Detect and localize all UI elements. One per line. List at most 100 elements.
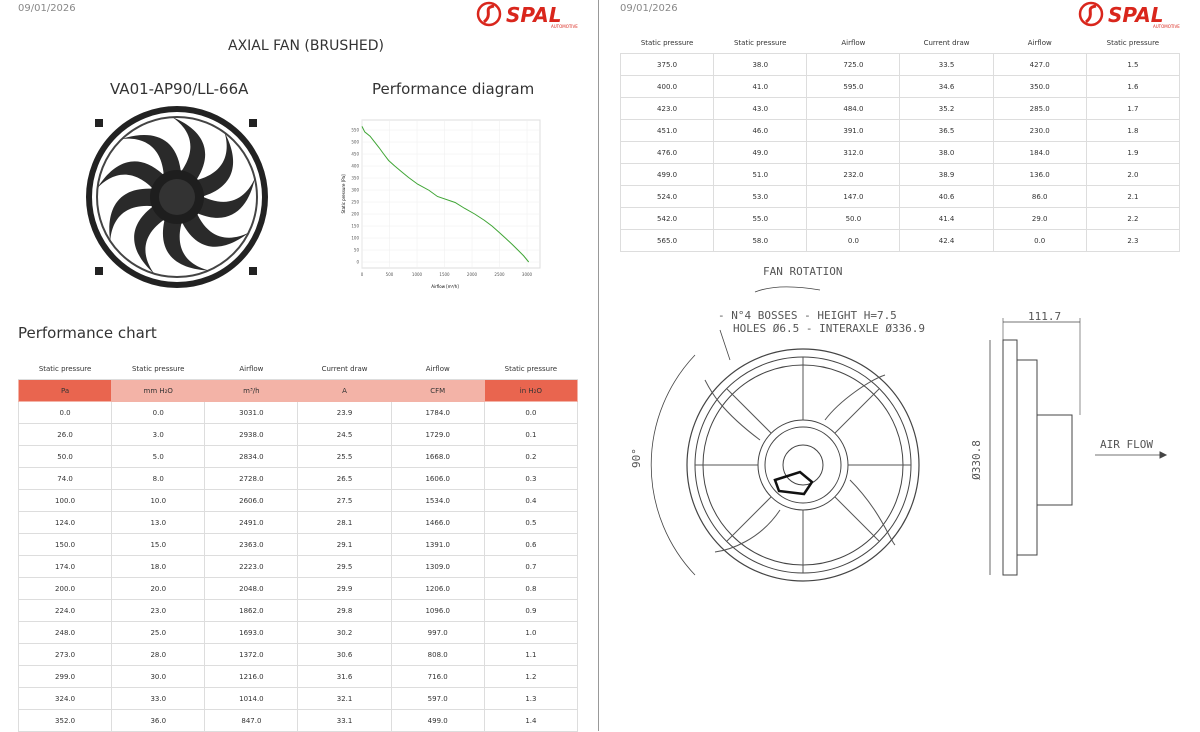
table-row: 499.0 51.0 232.0 38.9 136.0 2.0 [619, 163, 1181, 186]
cell: 38.9 [899, 163, 994, 186]
logo: SPAL AUTOMOTIVE SPAL AUTOMOTIVE [476, 1, 1180, 29]
drawing-label: Ø330.8 [970, 440, 983, 480]
x-tick-label: 1500 [439, 272, 450, 277]
cell: 8.0 [111, 467, 206, 490]
cell: 150.0 [17, 533, 113, 556]
cell: 41.0 [713, 75, 808, 98]
cell: 1391.0 [390, 533, 485, 556]
cell: 35.2 [899, 97, 994, 120]
cell: 5.0 [111, 445, 206, 468]
cell: 38.0 [899, 141, 994, 164]
cell: 542.0 [619, 207, 715, 230]
y-tick-label: 350 [351, 176, 359, 181]
cell: 27.5 [297, 489, 392, 512]
x-tick-label: 1000 [412, 272, 423, 277]
cell: 2363.0 [204, 533, 299, 556]
column-header: Static pressure [620, 32, 714, 54]
table-row: 451.0 46.0 391.0 36.5 230.0 1.8 [619, 119, 1181, 142]
unit: CFM [390, 379, 485, 402]
table-row: 324.0 33.0 1014.0 32.1 597.0 1.3 [17, 687, 579, 710]
cell: 147.0 [806, 185, 901, 208]
cell: 1.5 [1085, 53, 1181, 76]
cell: 324.0 [17, 687, 113, 710]
cell: 46.0 [713, 119, 808, 142]
cell: 31.6 [297, 665, 392, 688]
cell: 28.0 [111, 643, 206, 666]
x-tick-label: 0 [361, 272, 364, 277]
y-tick-label: 200 [351, 212, 359, 217]
table-row: 26.0 3.0 2938.0 24.5 1729.0 0.1 [17, 423, 579, 446]
cell: 28.1 [297, 511, 392, 534]
table-row: 352.0 36.0 847.0 33.1 499.0 1.4 [17, 709, 579, 732]
cell: 0.1 [483, 423, 579, 446]
cell: 74.0 [17, 467, 113, 490]
cell: 25.0 [111, 621, 206, 644]
tagline: AUTOMOTIVE [551, 24, 578, 29]
cell: 25.5 [297, 445, 392, 468]
units-row: Pa mm H₂O m³/h A CFM in H₂O [17, 379, 579, 402]
drawing-label: HOLES Ø6.5 - INTERAXLE Ø336.9 [733, 322, 925, 335]
y-tick-label: 150 [351, 224, 359, 229]
header-row: Static pressure Static pressure Airflow Cur… [620, 32, 1180, 54]
y-tick-label: 100 [351, 236, 359, 241]
cell: 100.0 [17, 489, 113, 512]
cell: 0.0 [17, 401, 113, 424]
cell: 1206.0 [390, 577, 485, 600]
cell: 49.0 [713, 141, 808, 164]
cell: 29.1 [297, 533, 392, 556]
date: 09/01/2026 [18, 3, 76, 14]
performance-curve [361, 126, 530, 263]
cell: 53.0 [713, 185, 808, 208]
table-row: 542.0 55.0 50.0 41.4 29.0 2.2 [619, 207, 1181, 230]
cell: 1606.0 [390, 467, 485, 490]
cell: 2.1 [1085, 185, 1181, 208]
cell: 50.0 [17, 445, 113, 468]
cell: 33.1 [297, 709, 392, 732]
unit: Pa [17, 379, 113, 402]
cell: 285.0 [992, 97, 1087, 120]
cell: 15.0 [111, 533, 206, 556]
cell: 30.2 [297, 621, 392, 644]
cell: 427.0 [992, 53, 1087, 76]
column-header: Static pressure [111, 358, 205, 380]
cell: 29.9 [297, 577, 392, 600]
cell: 248.0 [17, 621, 113, 644]
cell: 32.1 [297, 687, 392, 710]
cell: 42.4 [899, 229, 994, 252]
cell: 86.0 [992, 185, 1087, 208]
cell: 232.0 [806, 163, 901, 186]
date: 09/01/2026 [620, 3, 678, 14]
table-row: 423.0 43.0 484.0 35.2 285.0 1.7 [619, 97, 1181, 120]
cell: 2223.0 [204, 555, 299, 578]
cell: 1096.0 [390, 599, 485, 622]
cell: 400.0 [619, 75, 715, 98]
table-row: 375.0 38.0 725.0 33.5 427.0 1.5 [619, 53, 1181, 76]
x-tick-label: 500 [386, 272, 394, 277]
y-tick-label: 550 [351, 128, 359, 133]
table-row: 565.0 58.0 0.0 42.4 0.0 2.3 [619, 229, 1181, 252]
table-row: 200.0 20.0 2048.0 29.9 1206.0 0.8 [17, 577, 579, 600]
table-row: 0.0 0.0 3031.0 23.9 1784.0 0.0 [17, 401, 579, 424]
cell: 350.0 [992, 75, 1087, 98]
y-tick-label: 450 [351, 152, 359, 157]
x-tick-label: 3000 [522, 272, 533, 277]
cell: 484.0 [806, 97, 901, 120]
header-row: Static pressure Static pressure Airflow Cur… [18, 358, 578, 380]
cell: 391.0 [806, 119, 901, 142]
performance-table: Static pressure Static pressure Airflow Cur… [17, 358, 579, 732]
cell: 0.3 [483, 467, 579, 490]
table-row: 100.0 10.0 2606.0 27.5 1534.0 0.4 [17, 489, 579, 512]
cell: 312.0 [806, 141, 901, 164]
cell: 1466.0 [390, 511, 485, 534]
cell: 18.0 [111, 555, 206, 578]
page-divider [598, 0, 599, 731]
cell: 23.9 [297, 401, 392, 424]
cell: 29.0 [992, 207, 1087, 230]
x-tick-label: 2500 [494, 272, 505, 277]
cell: 0.7 [483, 555, 579, 578]
cell: 13.0 [111, 511, 206, 534]
table-row: 124.0 13.0 2491.0 28.1 1466.0 0.5 [17, 511, 579, 534]
cell: 2938.0 [204, 423, 299, 446]
cell: 1309.0 [390, 555, 485, 578]
cell: 725.0 [806, 53, 901, 76]
